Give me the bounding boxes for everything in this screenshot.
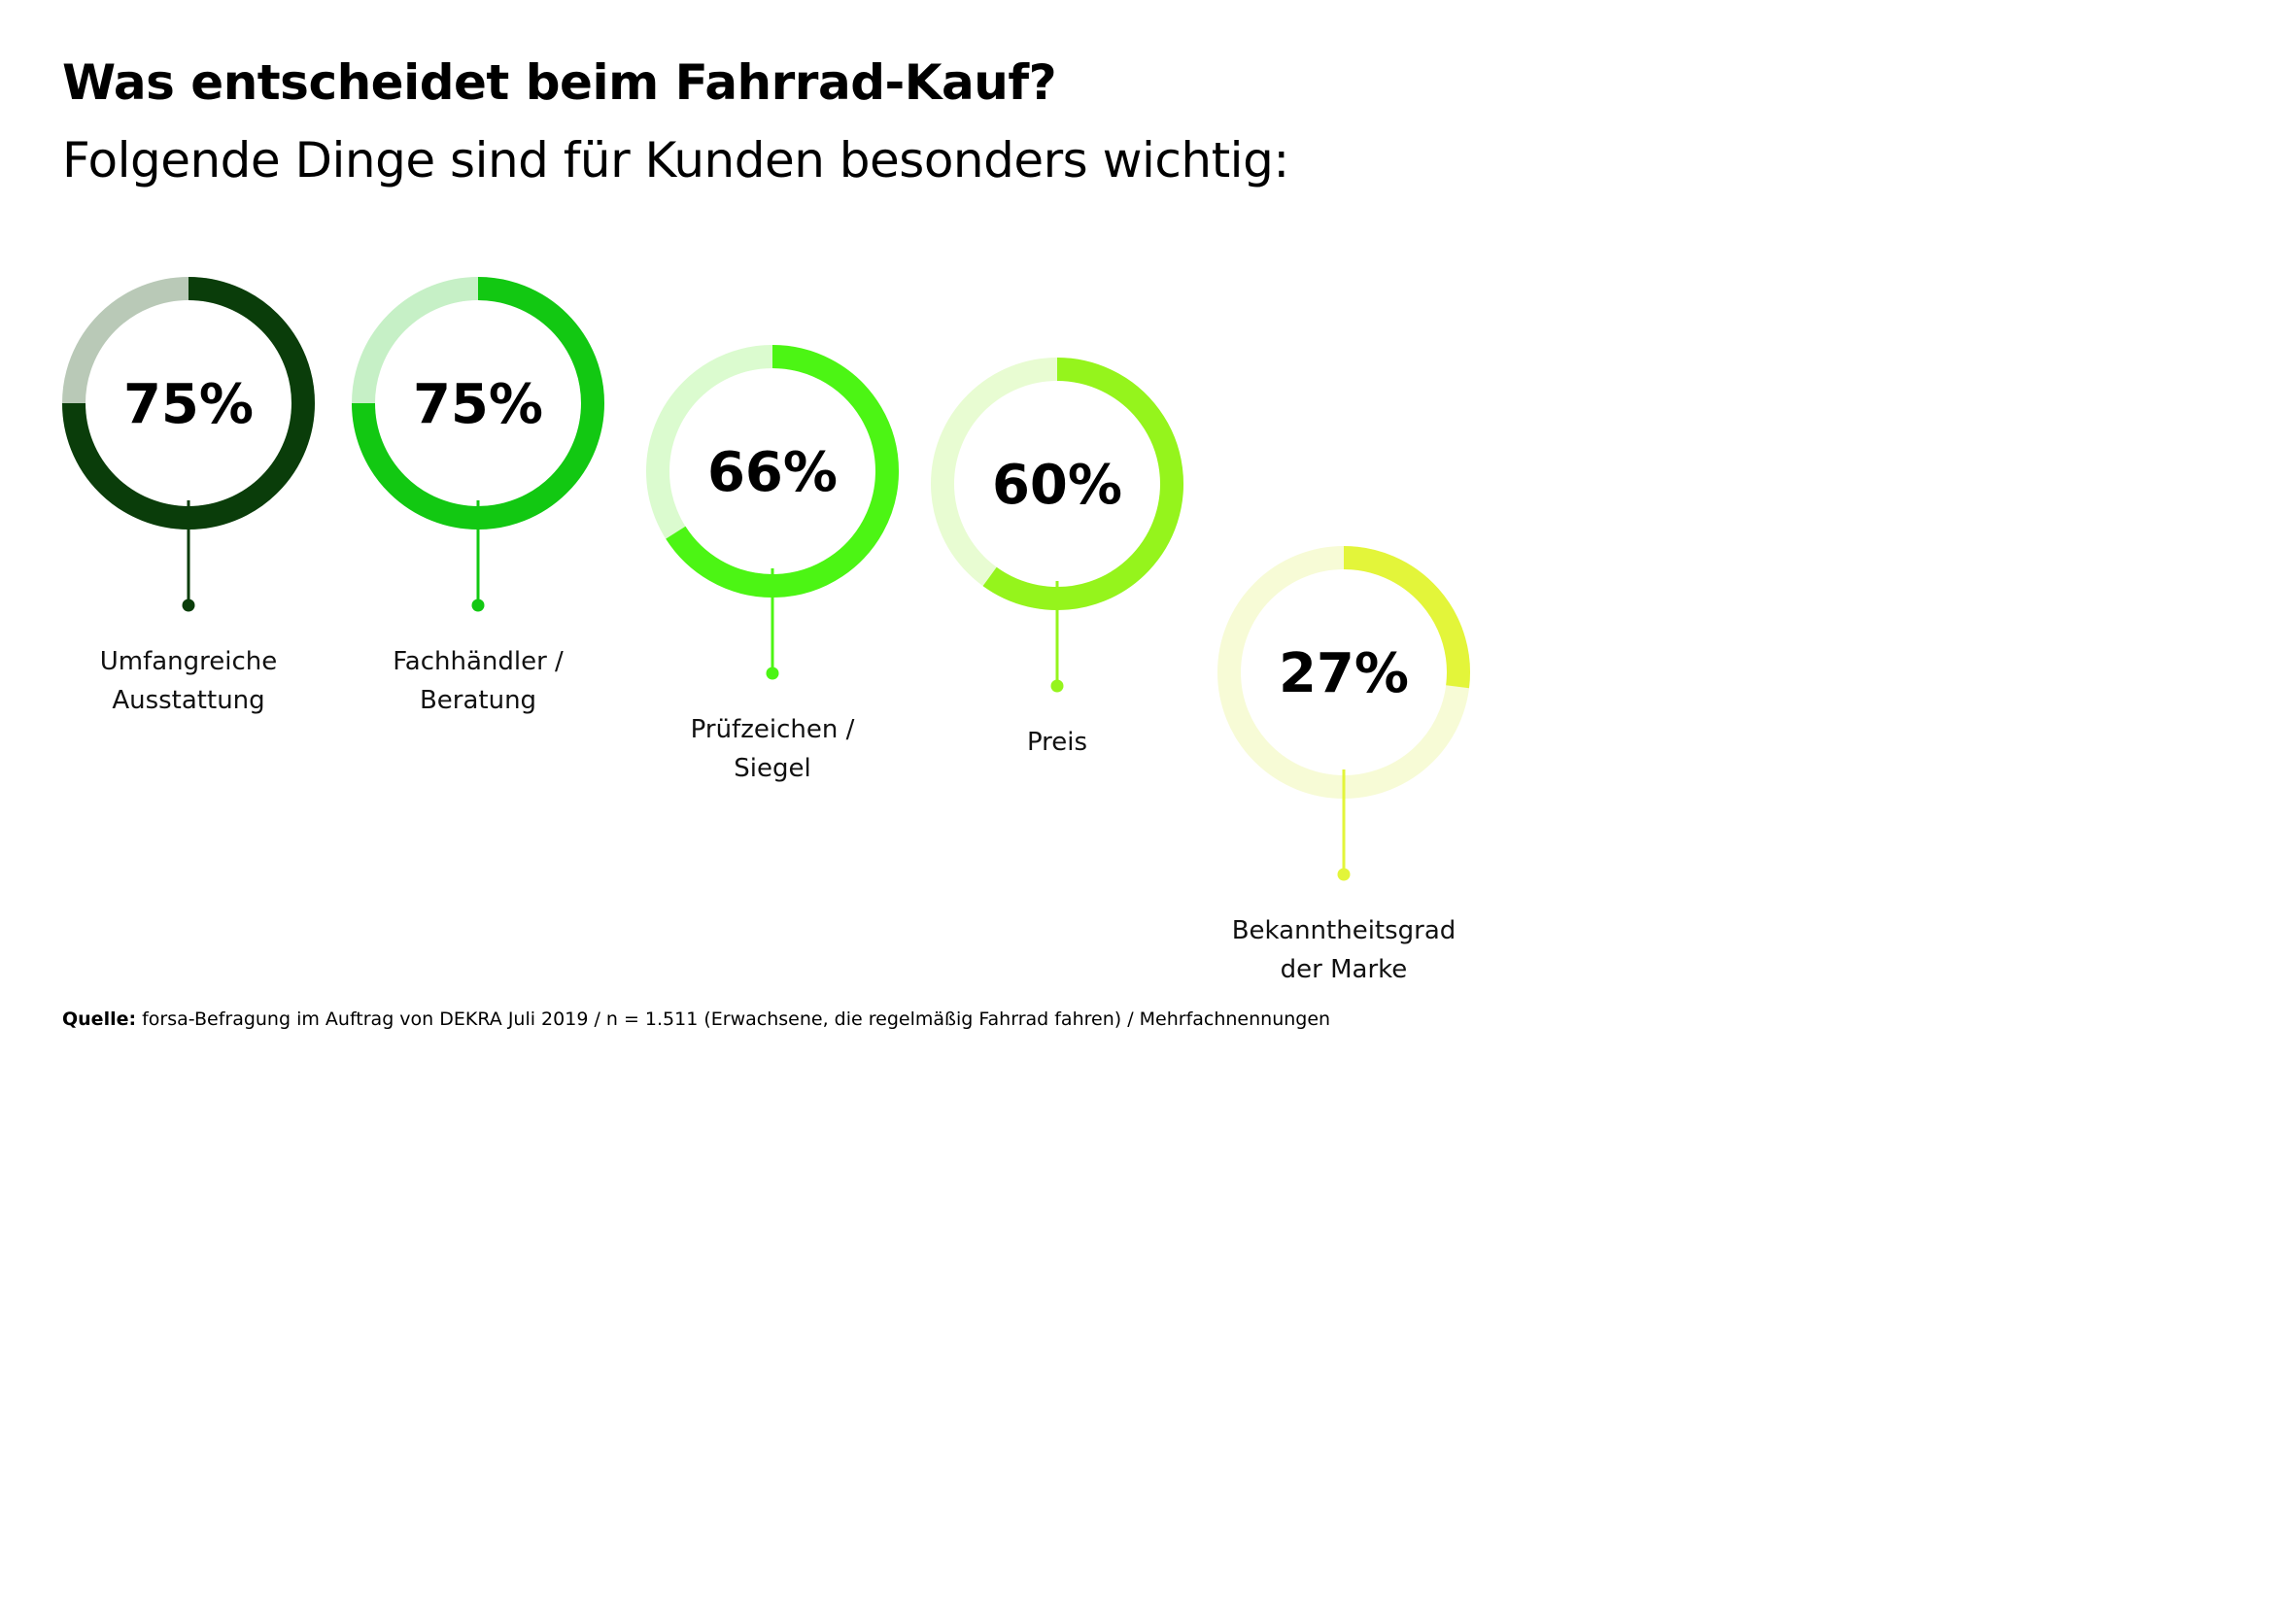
category-label: der Marke	[1281, 955, 1408, 984]
leader-dot	[1050, 679, 1064, 693]
leader-dot	[766, 667, 779, 680]
leader-dot	[182, 598, 195, 612]
donut-chart: 75% Umfangreiche Ausstattung 75% Fachhändler…	[62, 277, 1470, 984]
donut-value-arc	[982, 358, 1183, 610]
category-label: Fachhändler /	[393, 647, 564, 676]
value-label: 60%	[992, 454, 1122, 517]
value-label: 75%	[413, 373, 543, 436]
category-label: Umfangreiche	[100, 647, 278, 676]
value-label: 75%	[123, 373, 254, 436]
category-label: Bekanntheitsgrad	[1232, 916, 1456, 945]
chart-title: Was entscheidet beim Fahrrad-Kauf?	[62, 54, 1057, 111]
category-label: Beratung	[420, 686, 536, 715]
donut-value-arc	[352, 277, 604, 530]
donut-value-arc	[1343, 546, 1470, 689]
value-label: 27%	[1279, 642, 1409, 705]
donut-value-arc	[666, 345, 899, 598]
leader-dot	[1337, 868, 1351, 881]
donut-value-arc	[62, 277, 315, 530]
source-label: Quelle:	[62, 1009, 137, 1030]
value-label: 66%	[707, 441, 838, 504]
leader-dot	[471, 598, 485, 612]
source-text: forsa-Befragung im Auftrag von DEKRA Jul…	[136, 1009, 1331, 1030]
category-label: Prüfzeichen /	[691, 715, 855, 744]
category-label: Preis	[1027, 728, 1087, 757]
chart-subtitle: Folgende Dinge sind für Kunden besonders…	[62, 132, 1289, 188]
category-label: Siegel	[734, 754, 810, 783]
category-label: Ausstattung	[112, 686, 264, 715]
source-note: Quelle: forsa-Befragung im Auftrag von D…	[62, 1009, 1330, 1030]
